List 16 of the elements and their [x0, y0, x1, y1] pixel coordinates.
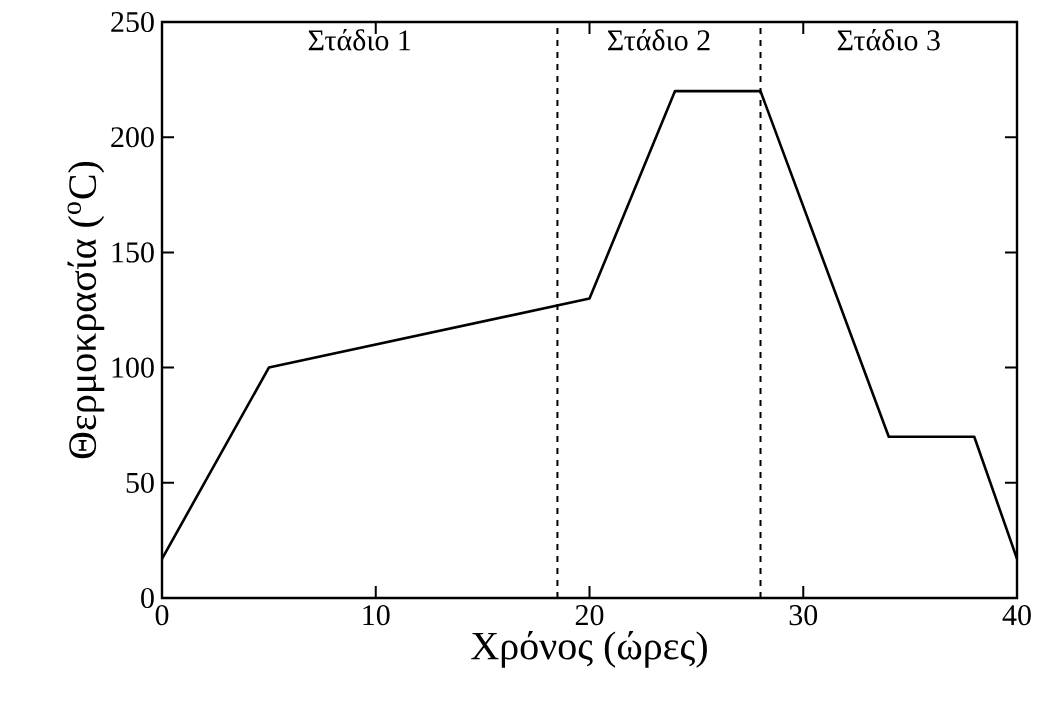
x-axis-title: Χρόνος (ώρες) [471, 630, 707, 668]
x-tick-label: 20 [575, 605, 604, 626]
y-tick-label: 150 [112, 242, 154, 263]
y-tick-label: 200 [111, 127, 154, 148]
y-axis-title: Θερμοκρασία ($^{o}$C) [67, 161, 105, 459]
y-tick-label: 250 [111, 11, 154, 33]
annotation: Στάδιο 2 [607, 29, 710, 51]
y-tick-label: 50 [126, 472, 154, 493]
y-tick-label: 100 [112, 357, 154, 378]
annotation: Στάδιο 1 [308, 29, 411, 51]
y-tick-label: 0 [141, 587, 154, 609]
x-tick-label: 40 [1002, 605, 1031, 626]
annotation: Στάδιο 3 [837, 29, 940, 51]
x-tick-label: 30 [789, 605, 818, 626]
x-tick-label: 0 [155, 605, 169, 626]
x-tick-label: 10 [363, 605, 390, 626]
